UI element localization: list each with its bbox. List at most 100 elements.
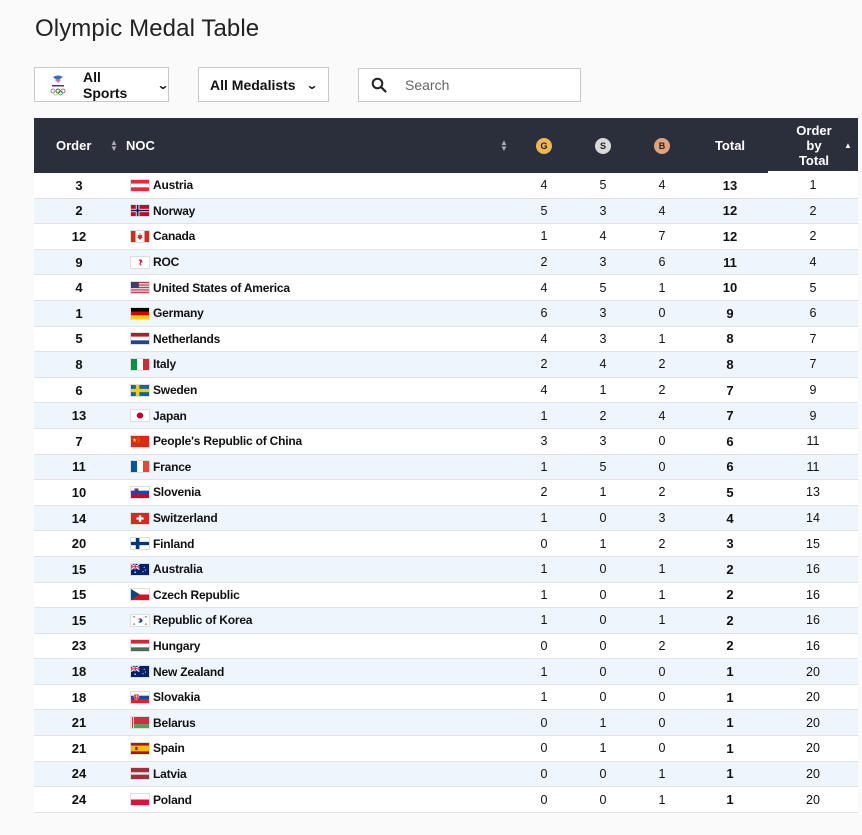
table-row[interactable]: 21 Spain 0 1 0 1 20 <box>34 736 858 762</box>
flag-sui-icon <box>129 506 151 531</box>
sort-ascending-icon[interactable]: ▲ <box>844 141 852 150</box>
table-row[interactable]: 13 Japan 1 2 4 7 9 <box>34 403 858 429</box>
gold-count: 2 <box>540 357 548 372</box>
total-count: 6 <box>726 433 734 449</box>
noc-name-link[interactable]: Netherlands <box>153 331 221 346</box>
order-cell: 21 <box>71 715 87 731</box>
order-by-total-cell: 14 <box>806 511 820 526</box>
flag-aut-icon <box>129 173 151 198</box>
sort-order-icon[interactable]: ▲ ▼ <box>110 137 118 153</box>
table-row[interactable]: 3 Austria 4 5 4 13 1 <box>34 173 858 199</box>
table-row[interactable]: 2 Norway 5 3 4 12 2 <box>34 198 858 225</box>
bronze-count: 1 <box>658 587 666 602</box>
table-row[interactable]: 6 Sweden 4 1 2 7 9 <box>34 377 858 404</box>
order-cell: 23 <box>71 638 87 654</box>
noc-name-link[interactable]: Czech Republic <box>153 587 240 602</box>
table-row[interactable]: 24 Latvia 0 0 1 1 20 <box>34 761 858 788</box>
table-row[interactable]: 23 Hungary 0 0 2 2 16 <box>34 633 858 660</box>
order-by-total-cell: 6 <box>809 306 817 321</box>
total-count: 1 <box>726 689 734 705</box>
bronze-medal-icon: B <box>654 137 670 154</box>
noc-name-link[interactable]: Germany <box>153 306 204 321</box>
table-row[interactable]: 4 United States of America 4 5 1 10 5 <box>34 275 858 301</box>
search-box[interactable] <box>358 68 581 102</box>
flag-fin-icon <box>129 531 151 556</box>
noc-name-link[interactable]: ROC <box>153 255 180 270</box>
column-header-gold[interactable]: G <box>534 118 554 173</box>
noc-name-link[interactable]: Switzerland <box>153 511 218 526</box>
gold-count: 5 <box>540 203 548 218</box>
silver-count: 0 <box>599 664 607 679</box>
table-row[interactable]: 12 Canada 1 4 7 12 2 <box>34 224 858 250</box>
noc-name-link[interactable]: Canada <box>153 229 196 244</box>
gold-count: 1 <box>540 690 548 705</box>
table-row[interactable]: 15 Republic of Korea 1 0 1 2 16 <box>34 608 858 634</box>
noc-name-link[interactable]: Slovakia <box>153 690 201 705</box>
noc-name-link[interactable]: Hungary <box>153 638 201 653</box>
table-row[interactable]: 20 Finland 0 1 2 3 15 <box>34 531 858 557</box>
noc-name-link[interactable]: Australia <box>153 562 203 577</box>
sports-filter-dropdown[interactable]: All Sports ⌄ <box>34 67 170 102</box>
bronze-count: 0 <box>658 434 666 449</box>
silver-count: 4 <box>599 229 607 244</box>
order-cell: 3 <box>75 177 83 193</box>
table-row[interactable]: 10 Slovenia 2 1 2 5 13 <box>34 480 858 506</box>
column-header-total[interactable]: Total <box>714 138 746 153</box>
column-header-order-by-total[interactable]: Order by Total <box>796 123 832 168</box>
order-by-total-cell: 5 <box>809 280 817 295</box>
total-count: 5 <box>726 484 734 500</box>
total-count: 7 <box>726 408 734 424</box>
noc-name-link[interactable]: Austria <box>153 178 193 193</box>
table-row[interactable]: 18 New Zealand 1 0 0 1 20 <box>34 659 858 685</box>
noc-name-link[interactable]: Belarus <box>153 715 196 730</box>
table-row[interactable]: 8 Italy 2 4 2 8 7 <box>34 352 858 378</box>
bronze-count: 2 <box>658 357 666 372</box>
table-row[interactable]: 5 Netherlands 4 3 1 8 7 <box>34 326 858 353</box>
table-body: 3 Austria 4 5 4 13 1 2 Norway 5 3 4 12 2 12 Canada 1 4 7 12… <box>34 173 858 813</box>
games-logo-icon <box>47 74 69 96</box>
gold-count: 0 <box>540 536 548 551</box>
noc-name-link[interactable]: Republic of Korea <box>153 613 253 628</box>
table-row[interactable]: 15 Australia 1 0 1 2 16 <box>34 556 858 583</box>
noc-name-link[interactable]: Finland <box>153 536 195 551</box>
silver-count: 5 <box>599 459 607 474</box>
table-row[interactable]: 15 Czech Republic 1 0 1 2 16 <box>34 582 858 609</box>
sort-noc-icon[interactable]: ▲ ▼ <box>500 137 508 153</box>
table-row[interactable]: 24 Poland 0 0 1 1 20 <box>34 787 858 813</box>
medalists-filter-label: All Medalists <box>210 76 296 93</box>
table-row[interactable]: 9 ROC 2 3 6 11 4 <box>34 249 858 276</box>
table-row[interactable]: 18 Slovakia 1 0 0 1 20 <box>34 684 858 711</box>
noc-name-link[interactable]: Norway <box>153 203 196 218</box>
gold-count: 3 <box>540 434 548 449</box>
column-header-noc[interactable]: NOC <box>126 138 155 153</box>
noc-name-link[interactable]: People's Republic of China <box>153 434 303 449</box>
table-row[interactable]: 11 France 1 5 0 6 11 <box>34 454 858 481</box>
noc-name-link[interactable]: United States of America <box>153 280 290 295</box>
table-row[interactable]: 14 Switzerland 1 0 3 4 14 <box>34 505 858 532</box>
noc-name-link[interactable]: Latvia <box>153 766 187 781</box>
noc-name-link[interactable]: Japan <box>153 408 187 423</box>
flag-aus-icon <box>129 557 151 582</box>
order-cell: 20 <box>71 536 87 552</box>
noc-name-link[interactable]: Spain <box>153 741 185 756</box>
column-header-silver[interactable]: S <box>593 118 613 173</box>
bronze-count: 1 <box>658 280 666 295</box>
table-row[interactable]: 7 People's Republic of China 3 3 0 6 11 <box>34 428 858 455</box>
table-row[interactable]: 21 Belarus 0 1 0 1 20 <box>34 710 858 737</box>
column-header-bronze[interactable]: B <box>652 118 672 173</box>
gold-count: 0 <box>540 715 548 730</box>
table-row[interactable]: 1 Germany 6 3 0 9 6 <box>34 300 858 327</box>
search-input[interactable] <box>405 77 555 93</box>
column-header-order[interactable]: Order <box>56 138 92 153</box>
noc-name-link[interactable]: Italy <box>153 357 177 372</box>
noc-name-link[interactable]: New Zealand <box>153 664 225 679</box>
noc-name-link[interactable]: Sweden <box>153 383 198 398</box>
medalists-filter-dropdown[interactable]: All Medalists ⌄ <box>198 67 329 102</box>
bronze-count: 1 <box>658 613 666 628</box>
total-count: 4 <box>726 510 734 526</box>
gold-count: 6 <box>540 306 548 321</box>
bronze-count: 3 <box>658 511 666 526</box>
noc-name-link[interactable]: France <box>153 459 192 474</box>
noc-name-link[interactable]: Slovenia <box>153 485 201 500</box>
noc-name-link[interactable]: Poland <box>153 792 192 807</box>
